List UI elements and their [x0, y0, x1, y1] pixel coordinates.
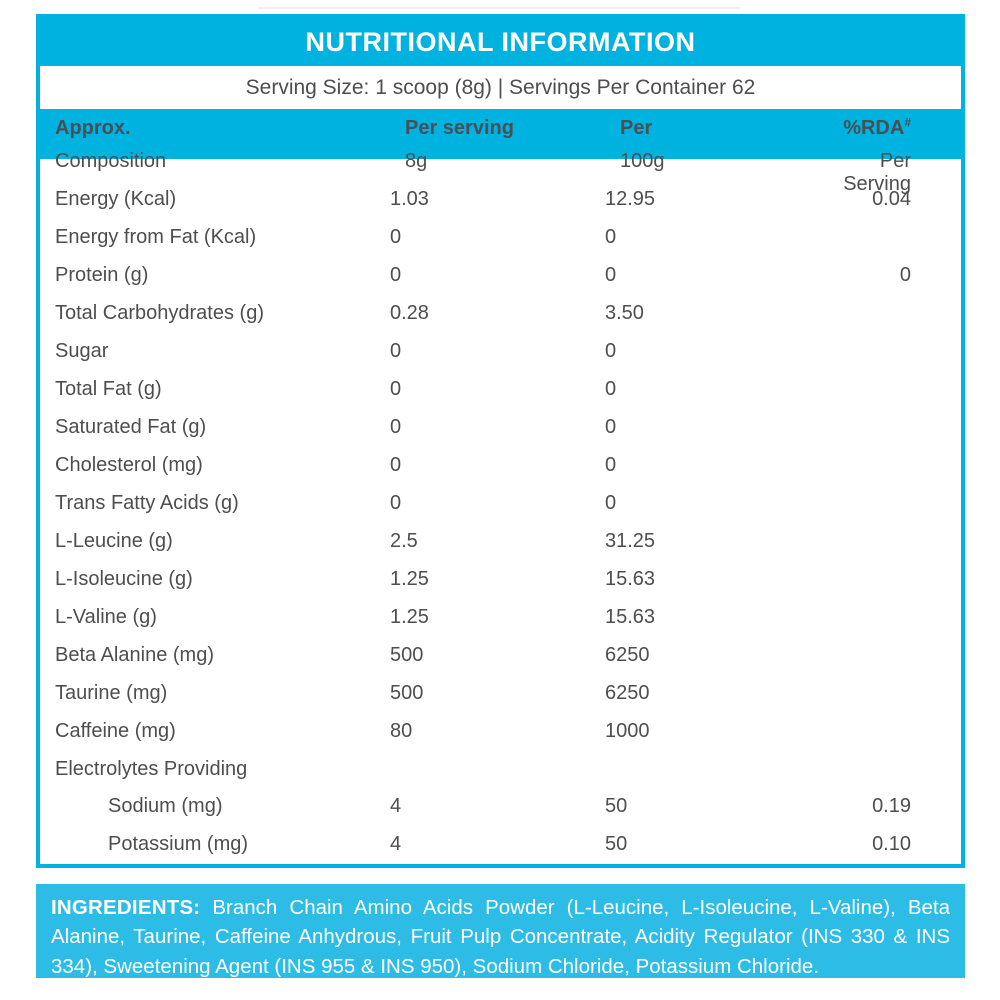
per-100g-value: 6250 — [605, 681, 650, 704]
col-per: Per — [620, 117, 653, 139]
nutrient-label: Caffeine (mg) — [55, 719, 176, 742]
per-serving-value: 4 — [390, 795, 402, 818]
rda-value: 0.19 — [872, 795, 911, 818]
table-row: Total Fat (g) 0 0 — [40, 371, 961, 409]
table-row: Total Carbohydrates (g) 0.28 3.50 — [40, 295, 961, 333]
nutrient-label: Total Carbohydrates (g) — [55, 302, 264, 325]
nutrient-label: Beta Alanine (mg) — [55, 643, 214, 666]
table-row: Taurine (mg) 500 6250 — [40, 674, 961, 712]
per-100g-value: 0 — [605, 454, 617, 477]
column-header-line2: Composition 8g 100g Per Serving — [40, 140, 961, 196]
col-rda: %RDA# — [836, 115, 961, 140]
ingredients-section: INGREDIENTS: Branch Chain Amino Acids Po… — [36, 884, 965, 978]
per-serving-value: 1.03 — [390, 188, 429, 211]
per-100g-value: 50 — [605, 833, 628, 856]
rda-footnote-mark: # — [904, 115, 911, 130]
per-100g-value: 15.63 — [605, 567, 656, 590]
column-header-line1: Approx. Per serving Per %RDA# — [40, 109, 961, 140]
rda-value: 0 — [899, 264, 911, 287]
nutrient-label: Trans Fatty Acids (g) — [55, 491, 239, 514]
serving-info: Serving Size: 1 scoop (8g) | Servings Pe… — [40, 66, 961, 109]
table-row: Energy (Kcal) 1.03 12.95 0.04 — [40, 181, 961, 219]
table-row: Caffeine (mg) 80 1000 — [40, 712, 961, 750]
table-row: Potassium (mg) 4 50 0.10 — [40, 826, 961, 864]
table-row: Cholesterol (mg) 0 0 — [40, 447, 961, 485]
table-row: Beta Alanine (mg) 500 6250 — [40, 636, 961, 674]
nutrient-label: Sugar — [55, 340, 109, 363]
per-serving-value: 0 — [390, 226, 402, 249]
nutrition-label-panel: NUTRITIONAL INFORMATION Serving Size: 1 … — [36, 14, 965, 868]
per-serving-value: 0 — [390, 264, 402, 287]
per-100g-value: 0 — [605, 416, 617, 439]
nutrient-label: L-Valine (g) — [55, 605, 157, 628]
per-serving-value: 1.25 — [390, 605, 429, 628]
per-serving-value: 0 — [390, 454, 402, 477]
per-serving-value: 4 — [390, 833, 402, 856]
nutrient-label: L-Leucine (g) — [55, 529, 173, 552]
nutrient-label: Potassium (mg) — [108, 833, 249, 856]
per-100g-value: 1000 — [605, 719, 650, 742]
col-100g: 100g — [620, 150, 665, 172]
per-100g-value: 0 — [605, 491, 617, 514]
nutrient-label: Sodium (mg) — [108, 795, 223, 818]
table-row: L-Leucine (g) 2.5 31.25 — [40, 522, 961, 560]
per-100g-value: 12.95 — [605, 188, 656, 211]
nutrient-label: Energy from Fat (Kcal) — [55, 226, 257, 249]
per-serving-value: 0 — [390, 416, 402, 439]
per-100g-value: 50 — [605, 795, 628, 818]
col-8g: 8g — [405, 150, 428, 172]
per-serving-value: 80 — [390, 719, 413, 742]
table-row: Protein (g) 0 0 0 — [40, 257, 961, 295]
per-serving-value: 0 — [390, 378, 402, 401]
table-row: Sodium (mg) 4 50 0.19 — [40, 788, 961, 826]
rda-value: 0.10 — [872, 833, 911, 856]
per-100g-value: 15.63 — [605, 605, 656, 628]
nutrient-label: Cholesterol (mg) — [55, 454, 203, 477]
table-row: Saturated Fat (g) 0 0 — [40, 409, 961, 447]
col-per-serving-rda: Per Serving — [843, 150, 911, 195]
table-row: Electrolytes Providing — [40, 750, 961, 788]
col-rda-text: %RDA — [843, 117, 905, 139]
nutrient-label: Electrolytes Providing — [55, 757, 248, 780]
cropped-graphic-edge — [258, 7, 740, 9]
per-100g-value: 0 — [605, 264, 617, 287]
nutrient-label: Protein (g) — [55, 264, 149, 287]
table-column-header: Approx. Per serving Per %RDA# Compositio… — [40, 109, 961, 195]
col-approx: Approx. — [55, 117, 131, 139]
table-row: Trans Fatty Acids (g) 0 0 — [40, 485, 961, 523]
table-row: L-Isoleucine (g) 1.25 15.63 — [40, 560, 961, 598]
per-100g-value: 3.50 — [605, 302, 644, 325]
per-100g-value: 6250 — [605, 643, 650, 666]
table-row: Energy from Fat (Kcal) 0 0 — [40, 219, 961, 257]
rda-value: 0.04 — [872, 188, 911, 211]
serving-info-text: Serving Size: 1 scoop (8g) | Servings Pe… — [245, 75, 756, 99]
per-serving-value: 1.25 — [390, 567, 429, 590]
per-serving-value: 0 — [390, 491, 402, 514]
page-title: NUTRITIONAL INFORMATION — [305, 26, 696, 57]
per-100g-value: 0 — [605, 226, 617, 249]
nutrient-label: Total Fat (g) — [55, 378, 162, 401]
table-row: Sugar 0 0 — [40, 333, 961, 371]
per-serving-value: 500 — [390, 681, 424, 704]
per-100g-value: 31.25 — [605, 529, 656, 552]
ingredients-text: Branch Chain Amino Acids Powder (L-Leuci… — [51, 896, 950, 978]
nutrient-label: Saturated Fat (g) — [55, 416, 207, 439]
ingredients-label: INGREDIENTS: — [51, 896, 201, 919]
nutrient-label: Taurine (mg) — [55, 681, 168, 704]
title-band: NUTRITIONAL INFORMATION — [40, 18, 961, 66]
per-serving-value: 0.28 — [390, 302, 429, 325]
per-serving-value: 0 — [390, 340, 402, 363]
nutrient-label: Energy (Kcal) — [55, 188, 177, 211]
nutrient-rows: Energy (Kcal) 1.03 12.95 0.04 Energy fro… — [40, 181, 961, 864]
per-100g-value: 0 — [605, 340, 617, 363]
nutrient-label: L-Isoleucine (g) — [55, 567, 193, 590]
per-serving-value: 500 — [390, 643, 424, 666]
col-per-serving: Per serving — [405, 117, 514, 139]
table-row: L-Valine (g) 1.25 15.63 — [40, 598, 961, 636]
col-composition: Composition — [55, 150, 167, 172]
per-serving-value: 2.5 — [390, 529, 418, 552]
per-100g-value: 0 — [605, 378, 617, 401]
